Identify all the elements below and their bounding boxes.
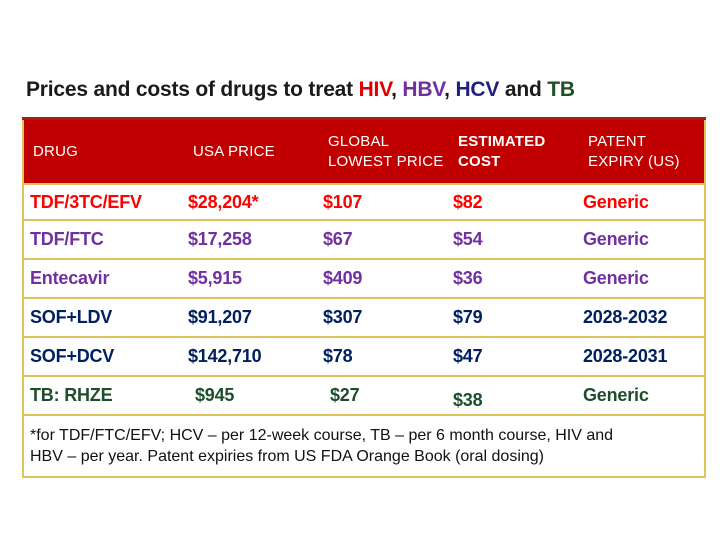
cell-patent-expiry-us: 2028-2031: [581, 336, 705, 376]
cell-drug: TDF/FTC: [23, 219, 186, 259]
cell-text: $36: [453, 268, 483, 288]
footnote-line-1: *for TDF/FTC/EFV; HCV – per 12-week cour…: [30, 427, 614, 444]
title-segment: and: [499, 78, 548, 101]
cell-estimated-cost: $79: [451, 297, 581, 337]
table-row: SOF+LDV $91,207 $307 $79 2028-2032: [23, 297, 705, 337]
cell-text: $17,258: [188, 229, 252, 249]
cell-patent-expiry-us: Generic: [581, 258, 705, 298]
cell-drug: TDF/3TC/EFV: [23, 183, 186, 220]
table-body: TDF/3TC/EFV $28,204* $107 $82 Generic TDF/FTC…: [23, 183, 705, 415]
cell-text: 2028-2032: [583, 307, 668, 327]
cell-drug: Entecavir: [23, 258, 186, 298]
cell-usa-price: $91,207: [186, 297, 321, 337]
cell-global-lowest-price: $107: [321, 183, 451, 220]
column-header-line: GLOBAL: [328, 132, 390, 150]
cell-text: $67: [323, 229, 353, 249]
cell-text: $54: [453, 229, 483, 249]
title-segment: HBV: [402, 78, 445, 101]
table-row: TDF/FTC $17,258 $67 $54 Generic: [23, 219, 705, 259]
cell-text: $409: [323, 268, 363, 288]
cell-text: Generic: [583, 229, 649, 249]
column-header-line: DRUG: [33, 142, 78, 160]
cell-text: $945: [195, 385, 235, 405]
table-row: TDF/3TC/EFV $28,204* $107 $82 Generic: [23, 183, 705, 220]
table-row: Entecavir $5,915 $409 $36 Generic: [23, 258, 705, 298]
cell-text: TB: RHZE: [30, 385, 113, 405]
column-header-line: COST: [458, 152, 501, 170]
title-segment: HCV: [455, 78, 500, 101]
cell-text: Generic: [583, 385, 649, 405]
cell-text: Generic: [583, 268, 649, 288]
footnote-line-2: HBV – per year. Patent expiries from US …: [30, 448, 545, 465]
column-header-line: ESTIMATED: [458, 132, 546, 150]
cell-text: Entecavir: [30, 268, 110, 288]
cell-text: $78: [323, 346, 353, 366]
cell-estimated-cost: $54: [451, 219, 581, 259]
column-header-line: LOWEST PRICE: [328, 152, 444, 170]
cell-text: $5,915: [188, 268, 242, 288]
title-segment: HIV: [358, 78, 392, 101]
cell-estimated-cost: $38: [451, 375, 581, 415]
column-header-usa-price: USA PRICE: [186, 119, 321, 185]
cell-text: $27: [330, 385, 360, 405]
column-header-line: USA PRICE: [193, 142, 275, 160]
column-header-patent-expiry-us: PATENT EXPIRY (US): [581, 119, 705, 185]
cell-usa-price: $5,915: [186, 258, 321, 298]
column-header-global-lowest-price: GLOBAL LOWEST PRICE: [321, 119, 451, 185]
cell-usa-price: $142,710: [186, 336, 321, 376]
header-row: DRUG USA PRICE GLOBAL LOWEST PRICE ESTIMATED…: [23, 118, 705, 185]
cell-global-lowest-price: $409: [321, 258, 451, 298]
cell-text: $82: [453, 191, 483, 212]
cell-estimated-cost: $47: [451, 336, 581, 376]
cell-drug: TB: RHZE: [23, 375, 186, 415]
title-segment: ,: [444, 78, 456, 101]
title-segment: TB: [547, 78, 575, 101]
cell-usa-price: $17,258: [186, 219, 321, 259]
cell-estimated-cost: $82: [451, 183, 581, 220]
table-row: TB: RHZE $945 $27 $38 Generic: [23, 375, 705, 415]
cell-text: $307: [323, 307, 363, 327]
cell-global-lowest-price: $67: [321, 219, 451, 259]
cell-patent-expiry-us: Generic: [581, 183, 705, 220]
cell-estimated-cost: $36: [451, 258, 581, 298]
title-segment: ,: [391, 78, 403, 101]
cell-global-lowest-price: $27: [321, 375, 451, 415]
table-row: SOF+DCV $142,710 $78 $47 2028-2031: [23, 336, 705, 376]
cell-text: $79: [453, 307, 483, 327]
cell-text: $107: [323, 191, 363, 212]
cell-text: TDF/3TC/EFV: [30, 191, 142, 212]
cell-text: $91,207: [188, 307, 252, 327]
cell-text: Generic: [583, 191, 649, 212]
cell-global-lowest-price: $307: [321, 297, 451, 337]
cell-usa-price: $28,204*: [186, 183, 321, 220]
cell-text: $38: [453, 390, 483, 410]
cell-usa-price: $945: [186, 375, 321, 415]
title-segment: Prices and costs of drugs to treat: [26, 78, 359, 101]
cell-text: $28,204*: [188, 191, 259, 212]
cell-text: $142,710: [188, 346, 262, 366]
cell-patent-expiry-us: 2028-2032: [581, 297, 705, 337]
table-header: DRUG USA PRICE GLOBAL LOWEST PRICE ESTIMATED…: [23, 118, 705, 185]
column-header-drug: DRUG: [23, 119, 186, 185]
cell-text: $47: [453, 346, 483, 366]
cell-text: SOF+DCV: [30, 346, 115, 366]
cell-drug: SOF+DCV: [23, 336, 186, 376]
cell-text: SOF+LDV: [30, 307, 113, 327]
column-header-estimated-cost: ESTIMATED COST: [451, 119, 581, 185]
cell-patent-expiry-us: Generic: [581, 219, 705, 259]
cell-text: 2028-2031: [583, 346, 668, 366]
cell-patent-expiry-us: Generic: [581, 375, 705, 415]
footnote-row: *for TDF/FTC/EFV; HCV – per 12-week cour…: [23, 414, 705, 477]
cell-text: TDF/FTC: [30, 229, 104, 249]
footnote: *for TDF/FTC/EFV; HCV – per 12-week cour…: [23, 414, 705, 477]
drug-price-table: DRUG USA PRICE GLOBAL LOWEST PRICE ESTIMATED…: [22, 117, 706, 478]
slide-title: Prices and costs of drugs to treat HIV, …: [26, 78, 575, 102]
column-header-line: EXPIRY (US): [588, 152, 680, 170]
cell-drug: SOF+LDV: [23, 297, 186, 337]
column-header-line: PATENT: [588, 132, 647, 150]
table-footer: *for TDF/FTC/EFV; HCV – per 12-week cour…: [23, 414, 705, 477]
cell-global-lowest-price: $78: [321, 336, 451, 376]
